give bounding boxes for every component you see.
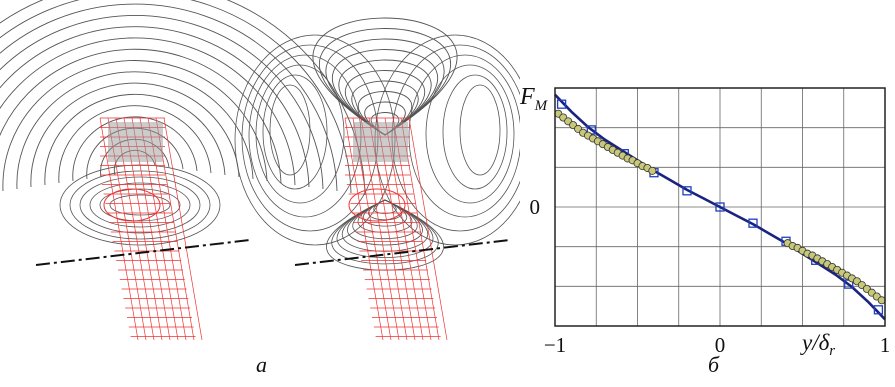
x-tick-label: 0 bbox=[715, 333, 726, 357]
contour-line bbox=[0, 26, 310, 188]
contour-line bbox=[364, 101, 406, 136]
contour-line bbox=[58, 105, 212, 184]
mesh-line bbox=[99, 117, 139, 341]
contour-line bbox=[325, 38, 445, 136]
square-marker bbox=[873, 305, 884, 315]
contour-line bbox=[0, 3, 338, 192]
magnet-block bbox=[353, 122, 408, 162]
contour-line bbox=[89, 182, 191, 228]
contour-line bbox=[352, 199, 418, 240]
mesh-line bbox=[163, 117, 203, 341]
contour-line bbox=[72, 116, 198, 182]
contour-line bbox=[357, 91, 413, 136]
mesh-line bbox=[408, 117, 448, 341]
magnet-block bbox=[108, 122, 163, 162]
field-illustration-panel bbox=[0, 0, 536, 341]
contour-line bbox=[0, 0, 366, 196]
contour-line bbox=[109, 194, 171, 216]
mesh-coil bbox=[103, 188, 161, 222]
contour-line bbox=[0, 37, 296, 186]
contour-line bbox=[336, 199, 434, 258]
square-marker bbox=[682, 186, 692, 196]
tick-labels: −1 0 1 0 bbox=[530, 195, 891, 357]
chart-svg: FM y/δr −1 0 1 0 bbox=[519, 84, 891, 359]
mesh-line bbox=[344, 117, 384, 341]
series-line bbox=[554, 93, 886, 321]
x-tick-label: 1 bbox=[880, 333, 891, 357]
axis-dashdot-left bbox=[35, 239, 251, 266]
contour-line bbox=[331, 199, 439, 265]
contour-line bbox=[44, 93, 226, 186]
square-marker bbox=[748, 218, 758, 228]
chart-series bbox=[554, 93, 886, 321]
contour-line bbox=[0, 48, 282, 184]
mesh-coil bbox=[348, 188, 406, 222]
field-illustration-svg bbox=[0, 0, 536, 341]
contour-line bbox=[442, 74, 508, 190]
red-mesh-left bbox=[99, 117, 203, 341]
contour-line bbox=[368, 199, 402, 221]
contour-line bbox=[319, 28, 451, 136]
circle-marker bbox=[648, 166, 657, 175]
chart-panel: FM y/δr −1 0 1 0 bbox=[500, 0, 895, 382]
x-axis-label: y/δr bbox=[800, 330, 835, 359]
y-tick-label: 0 bbox=[530, 195, 541, 219]
contour-line bbox=[262, 74, 328, 190]
caption-a: а bbox=[256, 352, 267, 377]
contour-line bbox=[0, 14, 324, 190]
x-tick-label: −1 bbox=[544, 333, 566, 357]
square-marker bbox=[715, 202, 725, 212]
contour-line bbox=[99, 188, 181, 222]
contour-line bbox=[312, 17, 458, 136]
contour-line bbox=[255, 64, 345, 204]
contour-line bbox=[69, 170, 211, 240]
contour-line bbox=[269, 84, 311, 176]
contour-line bbox=[79, 176, 201, 234]
plot-frame bbox=[554, 87, 886, 327]
contour-line bbox=[16, 71, 254, 190]
contour-line bbox=[425, 64, 515, 204]
square-marker bbox=[556, 99, 567, 109]
contour-line bbox=[459, 84, 501, 176]
contour-lines-left bbox=[0, 0, 366, 246]
contour-line bbox=[338, 59, 432, 136]
caption-b: б bbox=[708, 352, 720, 377]
red-mesh-right bbox=[344, 117, 448, 341]
contour-line bbox=[30, 82, 240, 188]
contour-line bbox=[351, 80, 419, 136]
chart-grid bbox=[555, 88, 885, 326]
y-axis-label: FM bbox=[519, 84, 549, 114]
contour-line bbox=[331, 49, 439, 136]
contour-line bbox=[0, 0, 352, 194]
circle-marker bbox=[877, 296, 886, 305]
contour-line bbox=[362, 199, 408, 227]
axis-dashdot-right bbox=[294, 239, 511, 266]
